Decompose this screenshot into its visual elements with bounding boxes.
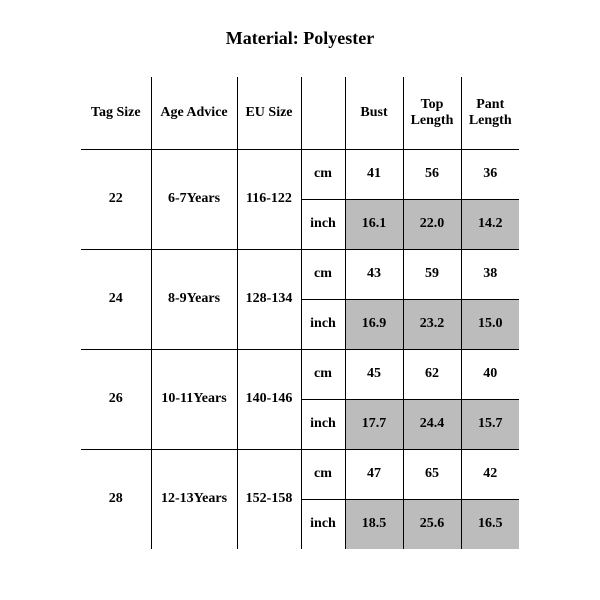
cell-unit-inch: inch [301, 499, 345, 549]
cell-bust: 41 [345, 149, 403, 199]
cell-age: 12-13Years [151, 449, 237, 549]
col-eu-size: EU Size [237, 77, 301, 149]
cell-top: 62 [403, 349, 461, 399]
cell-top: 65 [403, 449, 461, 499]
cell-top: 56 [403, 149, 461, 199]
cell-pant: 36 [461, 149, 519, 199]
cell-top: 22.0 [403, 199, 461, 249]
cell-tag-size: 28 [81, 449, 151, 549]
cell-unit-cm: cm [301, 149, 345, 199]
cell-pant: 38 [461, 249, 519, 299]
size-table: Tag Size Age Advice EU Size Bust Top Len… [81, 77, 519, 549]
col-top-length: Top Length [403, 77, 461, 149]
col-age-advice: Age Advice [151, 77, 237, 149]
cell-pant: 15.7 [461, 399, 519, 449]
table-header-row: Tag Size Age Advice EU Size Bust Top Len… [81, 77, 519, 149]
cell-top: 25.6 [403, 499, 461, 549]
cell-pant: 15.0 [461, 299, 519, 349]
cell-eu: 152-158 [237, 449, 301, 549]
cell-pant: 42 [461, 449, 519, 499]
cell-unit-cm: cm [301, 349, 345, 399]
table-row: 28 12-13Years 152-158 cm 47 65 42 [81, 449, 519, 499]
cell-age: 8-9Years [151, 249, 237, 349]
cell-unit-cm: cm [301, 449, 345, 499]
cell-unit-cm: cm [301, 249, 345, 299]
cell-top: 24.4 [403, 399, 461, 449]
cell-bust: 16.1 [345, 199, 403, 249]
cell-pant: 40 [461, 349, 519, 399]
cell-bust: 16.9 [345, 299, 403, 349]
cell-eu: 128-134 [237, 249, 301, 349]
size-chart-page: Material: Polyester Tag Size Age Advice … [0, 0, 600, 600]
table-row: 22 6-7Years 116-122 cm 41 56 36 [81, 149, 519, 199]
cell-age: 10-11Years [151, 349, 237, 449]
col-bust: Bust [345, 77, 403, 149]
cell-unit-inch: inch [301, 399, 345, 449]
cell-eu: 140-146 [237, 349, 301, 449]
cell-bust: 47 [345, 449, 403, 499]
cell-tag-size: 24 [81, 249, 151, 349]
cell-pant: 16.5 [461, 499, 519, 549]
cell-unit-inch: inch [301, 299, 345, 349]
cell-unit-inch: inch [301, 199, 345, 249]
cell-bust: 18.5 [345, 499, 403, 549]
cell-tag-size: 26 [81, 349, 151, 449]
col-pant-length: Pant Length [461, 77, 519, 149]
col-tag-size: Tag Size [81, 77, 151, 149]
cell-pant: 14.2 [461, 199, 519, 249]
cell-eu: 116-122 [237, 149, 301, 249]
cell-age: 6-7Years [151, 149, 237, 249]
table-row: 26 10-11Years 140-146 cm 45 62 40 [81, 349, 519, 399]
table-row: 24 8-9Years 128-134 cm 43 59 38 [81, 249, 519, 299]
cell-tag-size: 22 [81, 149, 151, 249]
page-title: Material: Polyester [0, 28, 600, 49]
cell-bust: 45 [345, 349, 403, 399]
cell-bust: 43 [345, 249, 403, 299]
cell-top: 23.2 [403, 299, 461, 349]
col-unit-blank [301, 77, 345, 149]
cell-bust: 17.7 [345, 399, 403, 449]
cell-top: 59 [403, 249, 461, 299]
